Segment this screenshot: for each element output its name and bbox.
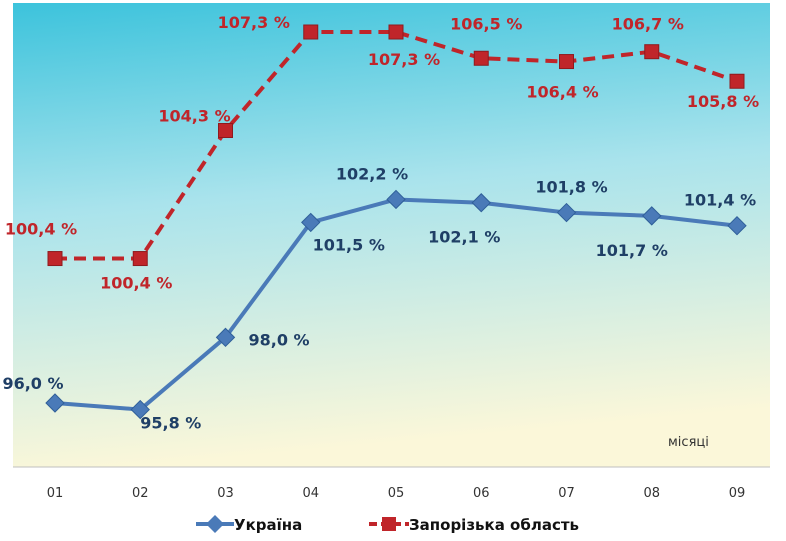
point-ukraine-04 — [301, 212, 321, 233]
point-ukraine-08 — [642, 206, 662, 226]
point-ukraine-09 — [727, 216, 747, 236]
data-label-zaporizhzhia-06: 106,5 % — [450, 14, 522, 33]
x-tick-label-02: 02 — [132, 486, 149, 501]
point-ukraine-03 — [215, 327, 236, 348]
legend-marker-ukraine — [206, 515, 224, 533]
plot-area-background — [13, 3, 770, 467]
series-line-zaporizhzhia — [55, 30, 738, 261]
data-label-ukraine-02: 95,8 % — [140, 414, 201, 433]
point-zaporizhzhia-09 — [729, 73, 745, 89]
legend-item-zaporizhzhia: Запорізька область — [369, 516, 579, 534]
data-labels: 96,0 % 95,8 % 98,0 % 101,5 % 102,2 % 102,1 % 1… — [2, 13, 759, 433]
series-layer — [45, 24, 747, 420]
x-tick-label-08: 08 — [643, 486, 660, 501]
data-label-ukraine-06: 102,1 % — [428, 228, 500, 247]
point-ukraine-02 — [130, 399, 150, 420]
data-label-ukraine-07: 101,8 % — [535, 178, 607, 197]
data-label-zaporizhzhia-03: 104,3 % — [158, 106, 230, 125]
point-ukraine-05 — [386, 189, 406, 210]
data-label-ukraine-09: 101,4 % — [684, 191, 756, 210]
data-label-ukraine-04: 101,5 % — [313, 235, 385, 254]
legend-label-ukraine: Україна — [234, 516, 302, 534]
data-label-zaporizhzhia-07: 106,4 % — [526, 83, 598, 102]
data-label-zaporizhzhia-02: 100,4 % — [100, 274, 172, 293]
data-label-ukraine-08: 101,7 % — [596, 241, 668, 260]
data-label-ukraine-05: 102,2 % — [336, 164, 408, 183]
point-ukraine-07 — [556, 202, 577, 223]
point-zaporizhzhia-06 — [473, 50, 489, 66]
point-zaporizhzhia-04 — [303, 24, 319, 40]
point-zaporizhzhia-08 — [644, 44, 660, 60]
data-label-zaporizhzhia-09: 105,8 % — [687, 92, 759, 111]
legend-item-ukraine: Україна — [196, 515, 302, 534]
data-label-zaporizhzhia-01: 100,4 % — [5, 220, 77, 239]
point-zaporizhzhia-07 — [559, 54, 574, 70]
legend-marker-zaporizhzhia — [382, 517, 396, 531]
legend: Україна Запорізька область — [196, 515, 579, 534]
legend-label-zaporizhzhia: Запорізька область — [409, 516, 579, 534]
x-tick-label-04: 04 — [302, 486, 319, 501]
series-ukraine — [45, 189, 747, 420]
x-tick-label-09: 09 — [729, 486, 746, 501]
point-ukraine-01 — [45, 393, 65, 413]
x-tick-label-01: 01 — [47, 486, 64, 501]
point-zaporizhzhia-03 — [218, 122, 233, 138]
point-zaporizhzhia-01 — [47, 251, 63, 267]
x-axis-ticks: 01 02 03 04 05 06 07 08 09 — [47, 486, 746, 501]
point-zaporizhzhia-02 — [132, 251, 148, 267]
data-label-zaporizhzhia-08: 106,7 % — [612, 15, 684, 34]
data-label-ukraine-01: 96,0 % — [2, 374, 63, 393]
data-label-zaporizhzhia-04: 107,3 % — [218, 13, 290, 32]
x-tick-label-03: 03 — [217, 486, 234, 501]
x-tick-label-05: 05 — [388, 486, 405, 501]
data-label-ukraine-03: 98,0 % — [249, 330, 310, 349]
point-ukraine-06 — [471, 193, 491, 213]
series-zaporizhzhia — [47, 24, 745, 267]
x-tick-label-07: 07 — [558, 486, 575, 501]
x-tick-label-06: 06 — [473, 486, 490, 501]
x-unit-label: місяці — [668, 435, 709, 450]
point-zaporizhzhia-05 — [388, 24, 404, 40]
data-label-zaporizhzhia-05: 107,3 % — [368, 50, 440, 69]
